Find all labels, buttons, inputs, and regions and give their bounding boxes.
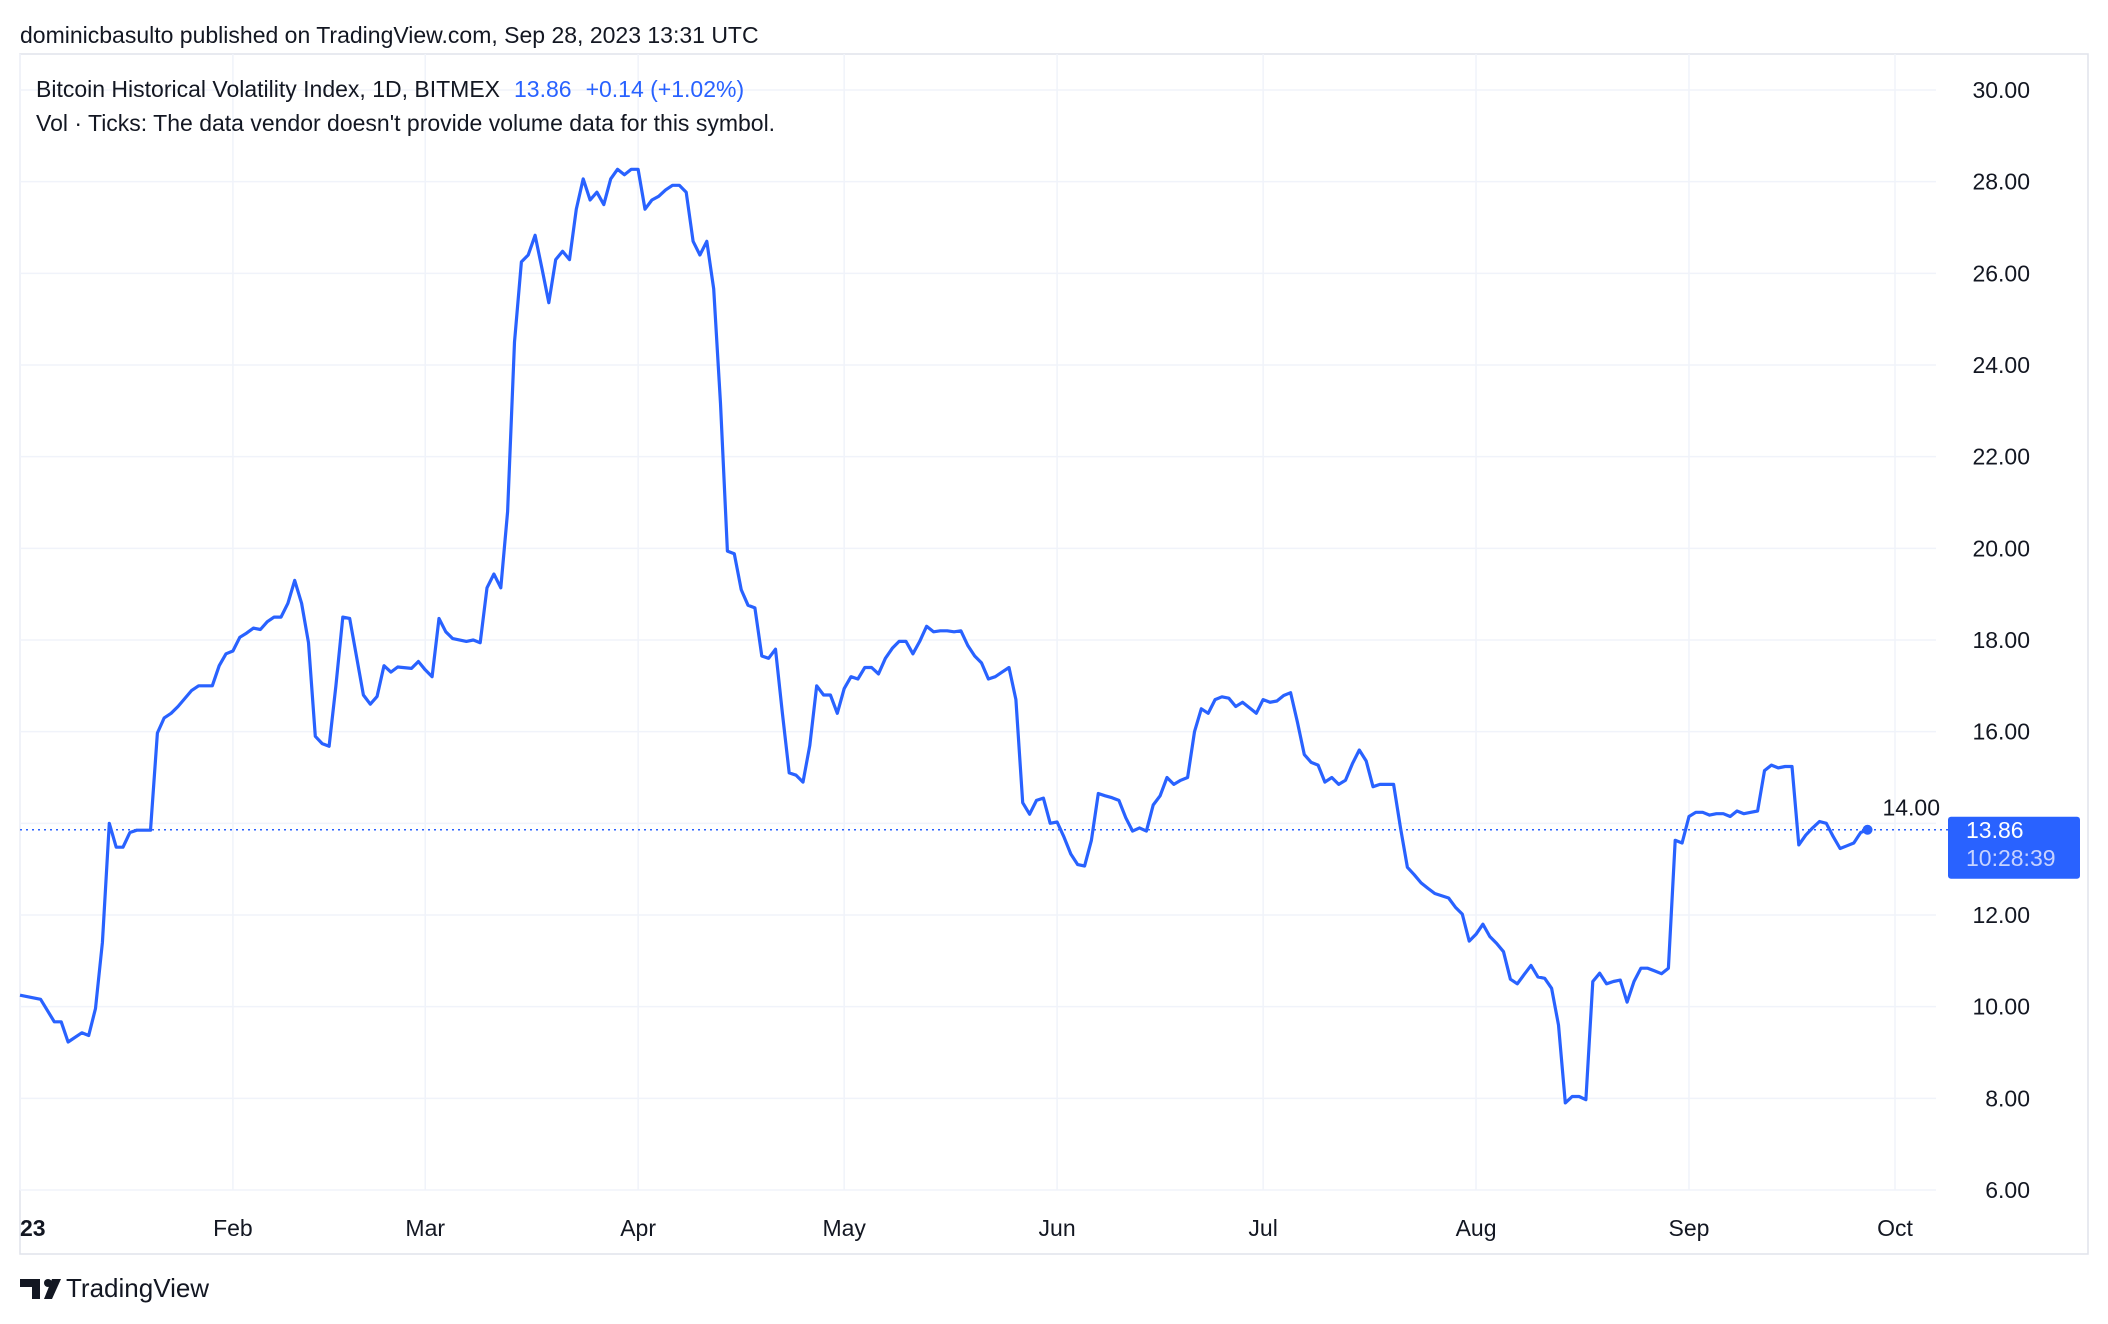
x-axis: 2023 Feb Mar Apr May Jun Jul Aug Sep Oct — [0, 1215, 1913, 1241]
chart-frame — [19, 53, 2089, 1255]
y-tick-label: 14.00 — [1882, 794, 1940, 820]
last-point-marker — [1862, 824, 1873, 835]
y-axis[interactable]: 30.00 28.00 26.00 24.00 22.00 20.00 18.00 16.00… — [1882, 77, 2030, 1203]
series-line — [19, 167, 1869, 1105]
price-label-box — [1948, 816, 2080, 879]
y-tick-label: 26.00 — [1972, 260, 2030, 286]
tradingview-logo-icon — [20, 1279, 40, 1299]
x-tick-label: Oct — [1877, 1215, 1913, 1241]
x-tick-label: Mar — [405, 1215, 445, 1241]
y-tick-label: 18.00 — [1972, 627, 2030, 653]
x-tick-label: May — [822, 1215, 866, 1241]
x-tick-label: Feb — [213, 1215, 253, 1241]
x-tick-label: Sep — [1668, 1215, 1709, 1241]
x-tick-label: Apr — [620, 1215, 656, 1241]
y-tick-label: 24.00 — [1972, 352, 2030, 378]
y-tick-label: 8.00 — [1985, 1085, 2030, 1111]
y-tick-label: 16.00 — [1972, 719, 2030, 745]
tradingview-logo[interactable]: TradingView — [20, 1273, 209, 1303]
legend-volume-note: Vol · Ticks: The data vendor doesn't pro… — [36, 110, 775, 136]
y-tick-label: 10.00 — [1972, 994, 2030, 1020]
price-label: 13.86 10:28:39 — [1948, 816, 2080, 879]
legend-symbol: Bitcoin Historical Volatility Index, 1D,… — [36, 76, 500, 102]
x-tick-label: Aug — [1456, 1215, 1497, 1241]
published-header: dominicbasulto published on TradingView.… — [20, 22, 759, 48]
tradingview-brand: TradingView — [66, 1273, 209, 1303]
logo-mark — [44, 1279, 61, 1299]
y-tick-label: 28.00 — [1972, 169, 2030, 195]
x-tick-label: Jun — [1039, 1215, 1076, 1241]
legend-last: 13.86 — [514, 76, 572, 102]
grid — [19, 54, 1936, 1191]
x-tick-label: Jul — [1248, 1215, 1277, 1241]
svg-text:Bitcoin Historical Volatility: Bitcoin Historical Volatility Index, 1D,… — [36, 76, 744, 102]
x-tick-label: 2023 — [0, 1215, 46, 1241]
price-label-countdown: 10:28:39 — [1966, 845, 2056, 871]
price-label-value: 13.86 — [1966, 817, 2024, 843]
y-tick-label: 22.00 — [1972, 444, 2030, 470]
y-tick-label: 30.00 — [1972, 77, 2030, 103]
y-tick-label: 6.00 — [1985, 1177, 2030, 1203]
legend: Bitcoin Historical Volatility Index, 1D,… — [36, 76, 775, 136]
y-tick-label: 20.00 — [1972, 535, 2030, 561]
y-tick-label: 12.00 — [1972, 902, 2030, 928]
legend-change: +0.14 (+1.02%) — [586, 76, 745, 102]
